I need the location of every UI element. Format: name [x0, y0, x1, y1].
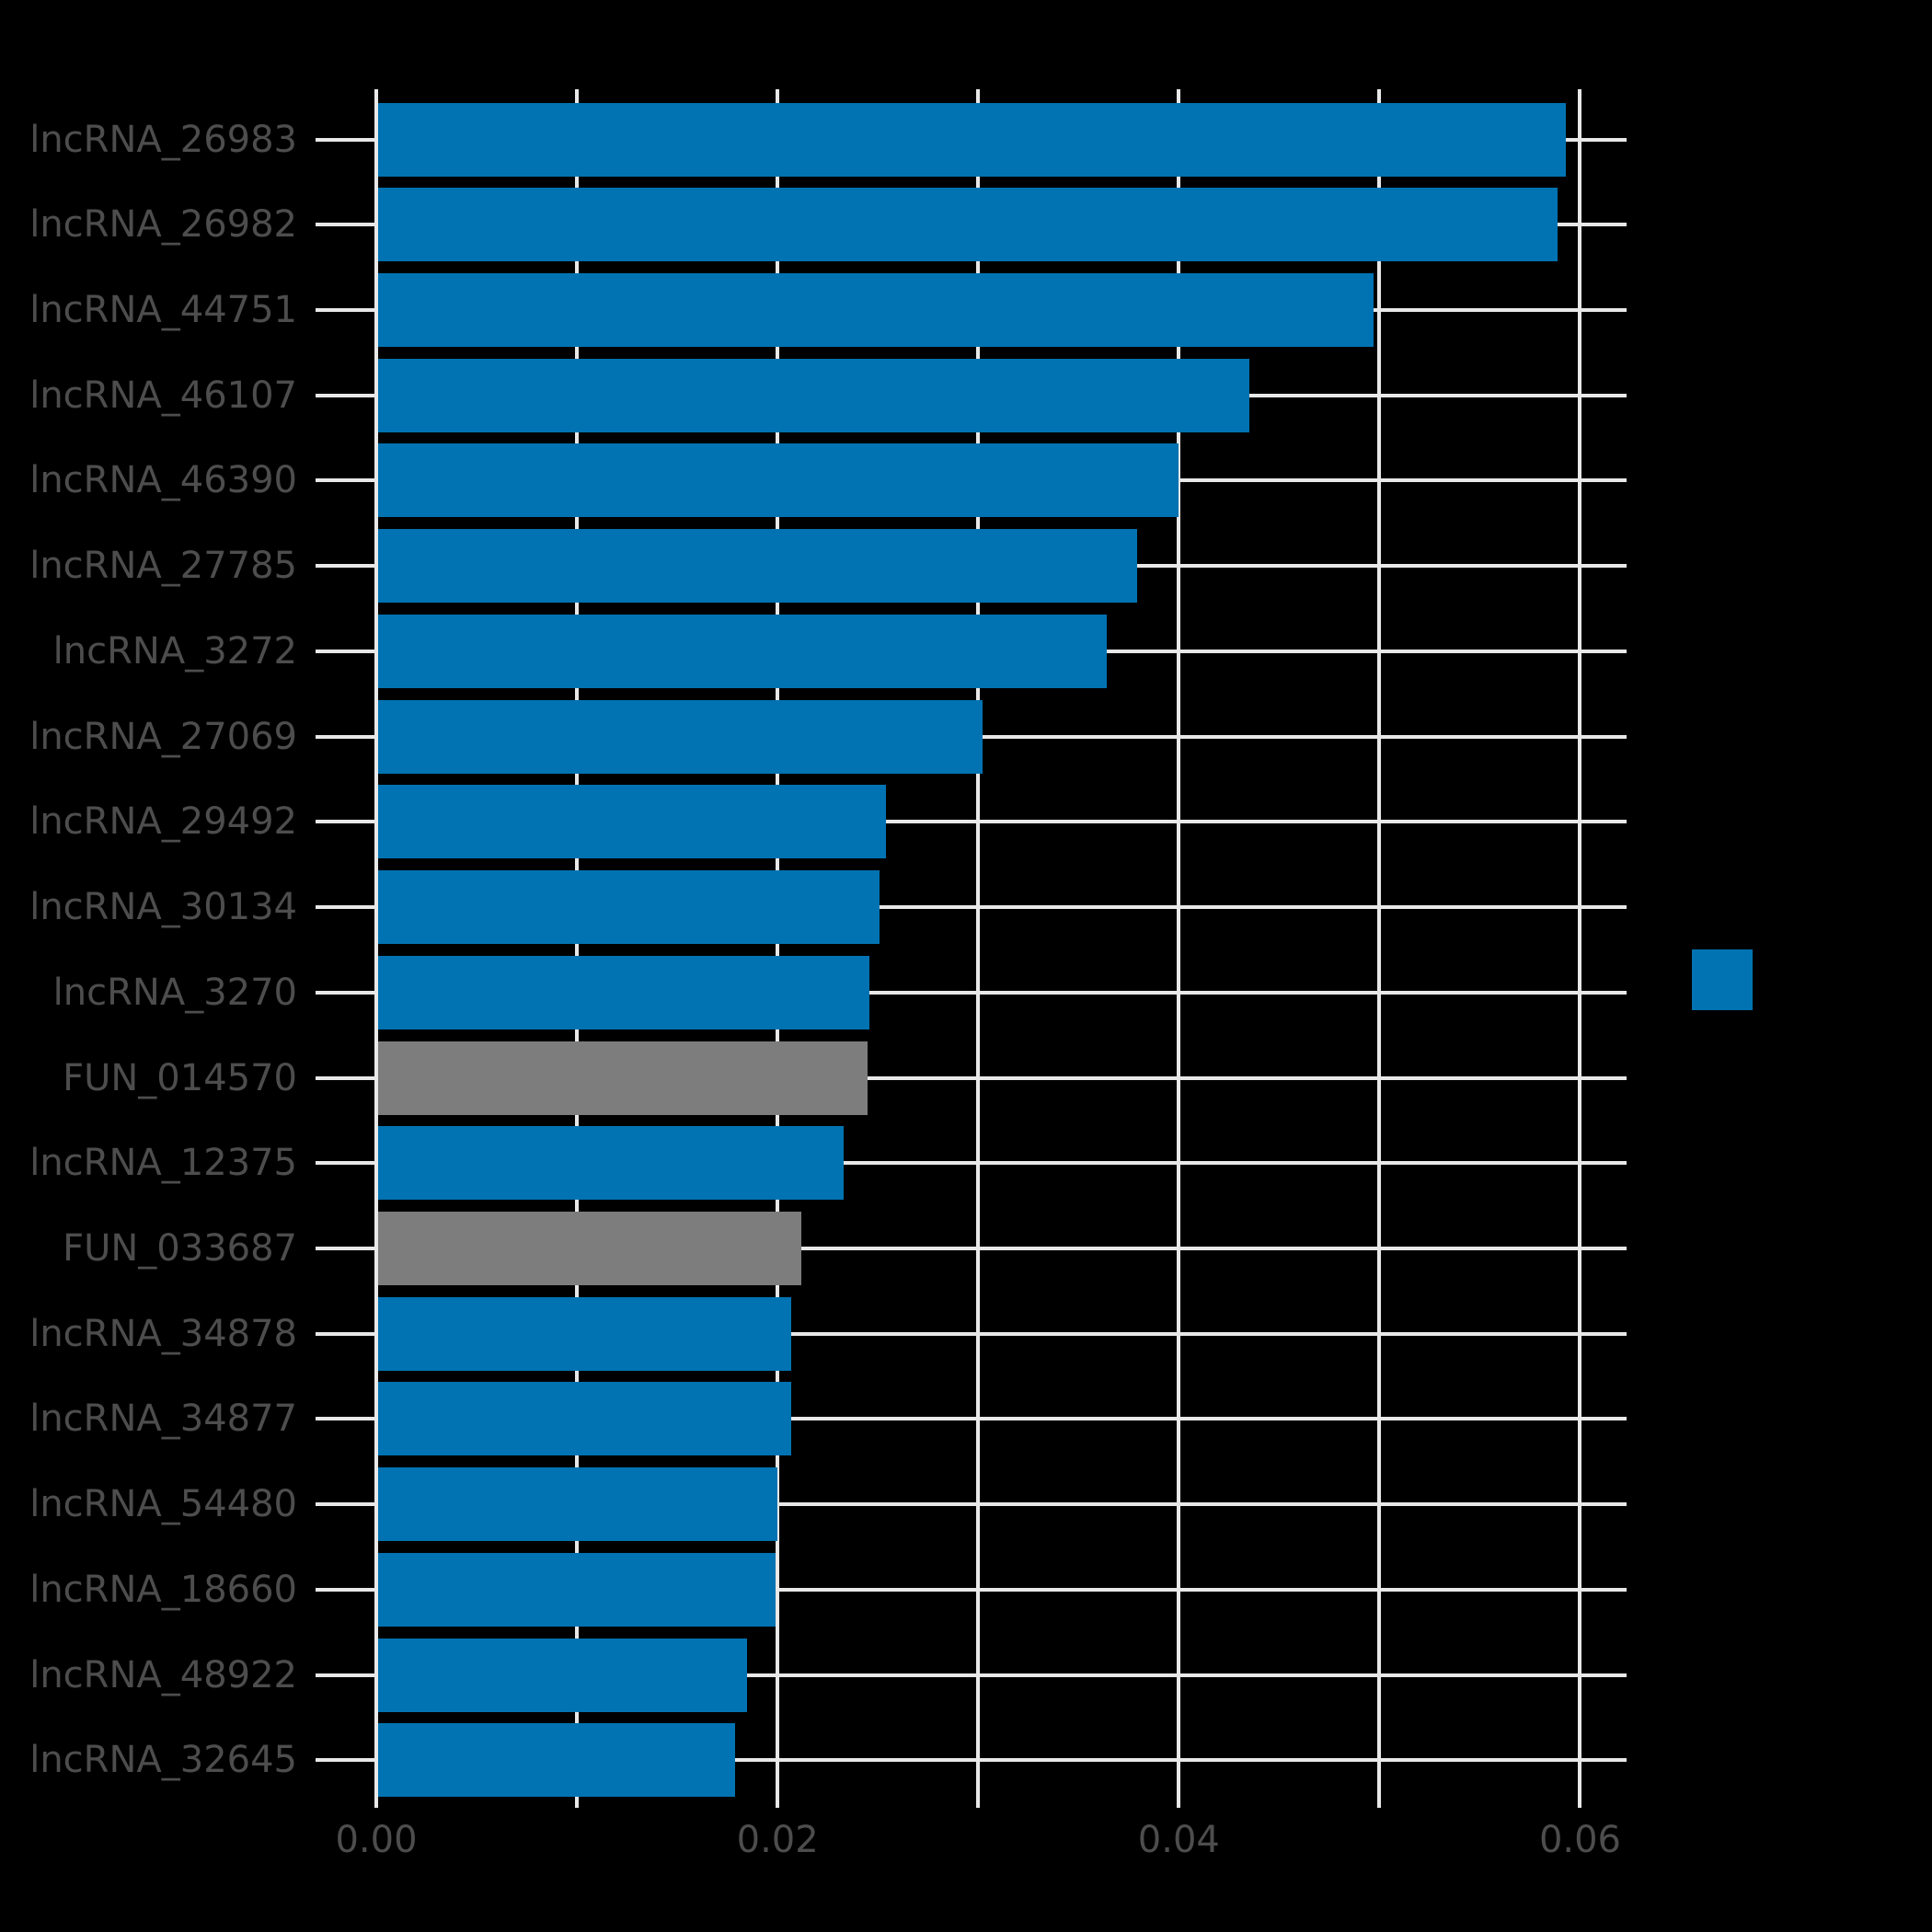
- y-tick-label: lncRNA_26983: [29, 118, 297, 161]
- y-gridline: [316, 1331, 1627, 1336]
- y-gridline: [316, 1587, 1627, 1592]
- x-tick-label: 0.06: [1538, 1819, 1621, 1861]
- bar-lncRNA_34878: [378, 1296, 791, 1371]
- y-gridline: [316, 905, 1627, 910]
- x-gridline: [374, 89, 378, 1808]
- bar-lncRNA_26983: [378, 102, 1566, 177]
- bar-lncRNA_34877: [378, 1382, 791, 1456]
- y-tick-label: lncRNA_3270: [52, 971, 297, 1014]
- bar-lncRNA_54480: [378, 1467, 777, 1542]
- y-tick-label: lncRNA_26982: [29, 203, 297, 247]
- y-tick-label: lncRNA_32645: [29, 1739, 297, 1782]
- y-tick-label: FUN_033687: [63, 1226, 297, 1270]
- bar-lncRNA_3270: [378, 955, 869, 1029]
- y-gridline: [316, 1417, 1627, 1421]
- y-gridline: [316, 820, 1627, 824]
- y-gridline: [316, 1502, 1627, 1507]
- y-tick-label: lncRNA_34877: [29, 1397, 297, 1441]
- legend-swatch: [1692, 949, 1753, 1010]
- y-gridline: [316, 1075, 1627, 1080]
- y-gridline: [316, 1758, 1627, 1763]
- y-gridline: [316, 1673, 1627, 1677]
- x-gridline: [575, 89, 580, 1808]
- bar-lncRNA_48922: [378, 1638, 747, 1712]
- y-gridline: [316, 990, 1627, 995]
- y-tick-label: lncRNA_48922: [29, 1653, 297, 1696]
- bar-FUN_033687: [378, 1211, 801, 1285]
- bar-lncRNA_27785: [378, 529, 1137, 604]
- bar-lncRNA_12375: [378, 1126, 844, 1201]
- bar-lncRNA_44751: [378, 273, 1374, 348]
- bar-lncRNA_18660: [378, 1552, 776, 1627]
- bar-lncRNA_3272: [378, 614, 1107, 688]
- bar-lncRNA_27069: [378, 699, 983, 774]
- y-tick-label: lncRNA_29492: [29, 800, 297, 844]
- bar-lncRNA_32645: [378, 1723, 735, 1798]
- bar-FUN_014570: [378, 1041, 868, 1115]
- x-gridline: [1177, 89, 1181, 1808]
- x-tick-label: 0.04: [1137, 1819, 1220, 1861]
- x-tick-label: 0.02: [736, 1819, 819, 1861]
- y-tick-label: lncRNA_34878: [29, 1312, 297, 1355]
- y-tick-label: lncRNA_12375: [29, 1142, 297, 1185]
- x-gridline: [976, 89, 981, 1808]
- y-tick-label: lncRNA_3272: [52, 629, 297, 673]
- bar-lncRNA_46107: [378, 358, 1249, 432]
- y-tick-label: lncRNA_18660: [29, 1568, 297, 1611]
- x-tick-label: 0.00: [335, 1819, 418, 1861]
- bar-lncRNA_29492: [378, 785, 886, 859]
- x-gridline: [1377, 89, 1382, 1808]
- y-tick-label: lncRNA_30134: [29, 886, 297, 929]
- y-tick-label: lncRNA_54480: [29, 1483, 297, 1526]
- bar-lncRNA_46390: [378, 443, 1179, 518]
- bar-lncRNA_26982: [378, 188, 1558, 262]
- y-tick-label: lncRNA_27785: [29, 545, 297, 588]
- y-tick-label: lncRNA_27069: [29, 715, 297, 758]
- y-tick-label: lncRNA_46107: [29, 374, 297, 417]
- bar-lncRNA_30134: [378, 870, 880, 945]
- y-gridline: [316, 1161, 1627, 1166]
- y-gridline: [316, 1246, 1627, 1250]
- x-gridline: [1578, 89, 1582, 1808]
- y-tick-label: lncRNA_46390: [29, 459, 297, 502]
- y-tick-label: lncRNA_44751: [29, 289, 297, 332]
- x-gridline: [776, 89, 780, 1808]
- y-tick-label: FUN_014570: [63, 1056, 297, 1099]
